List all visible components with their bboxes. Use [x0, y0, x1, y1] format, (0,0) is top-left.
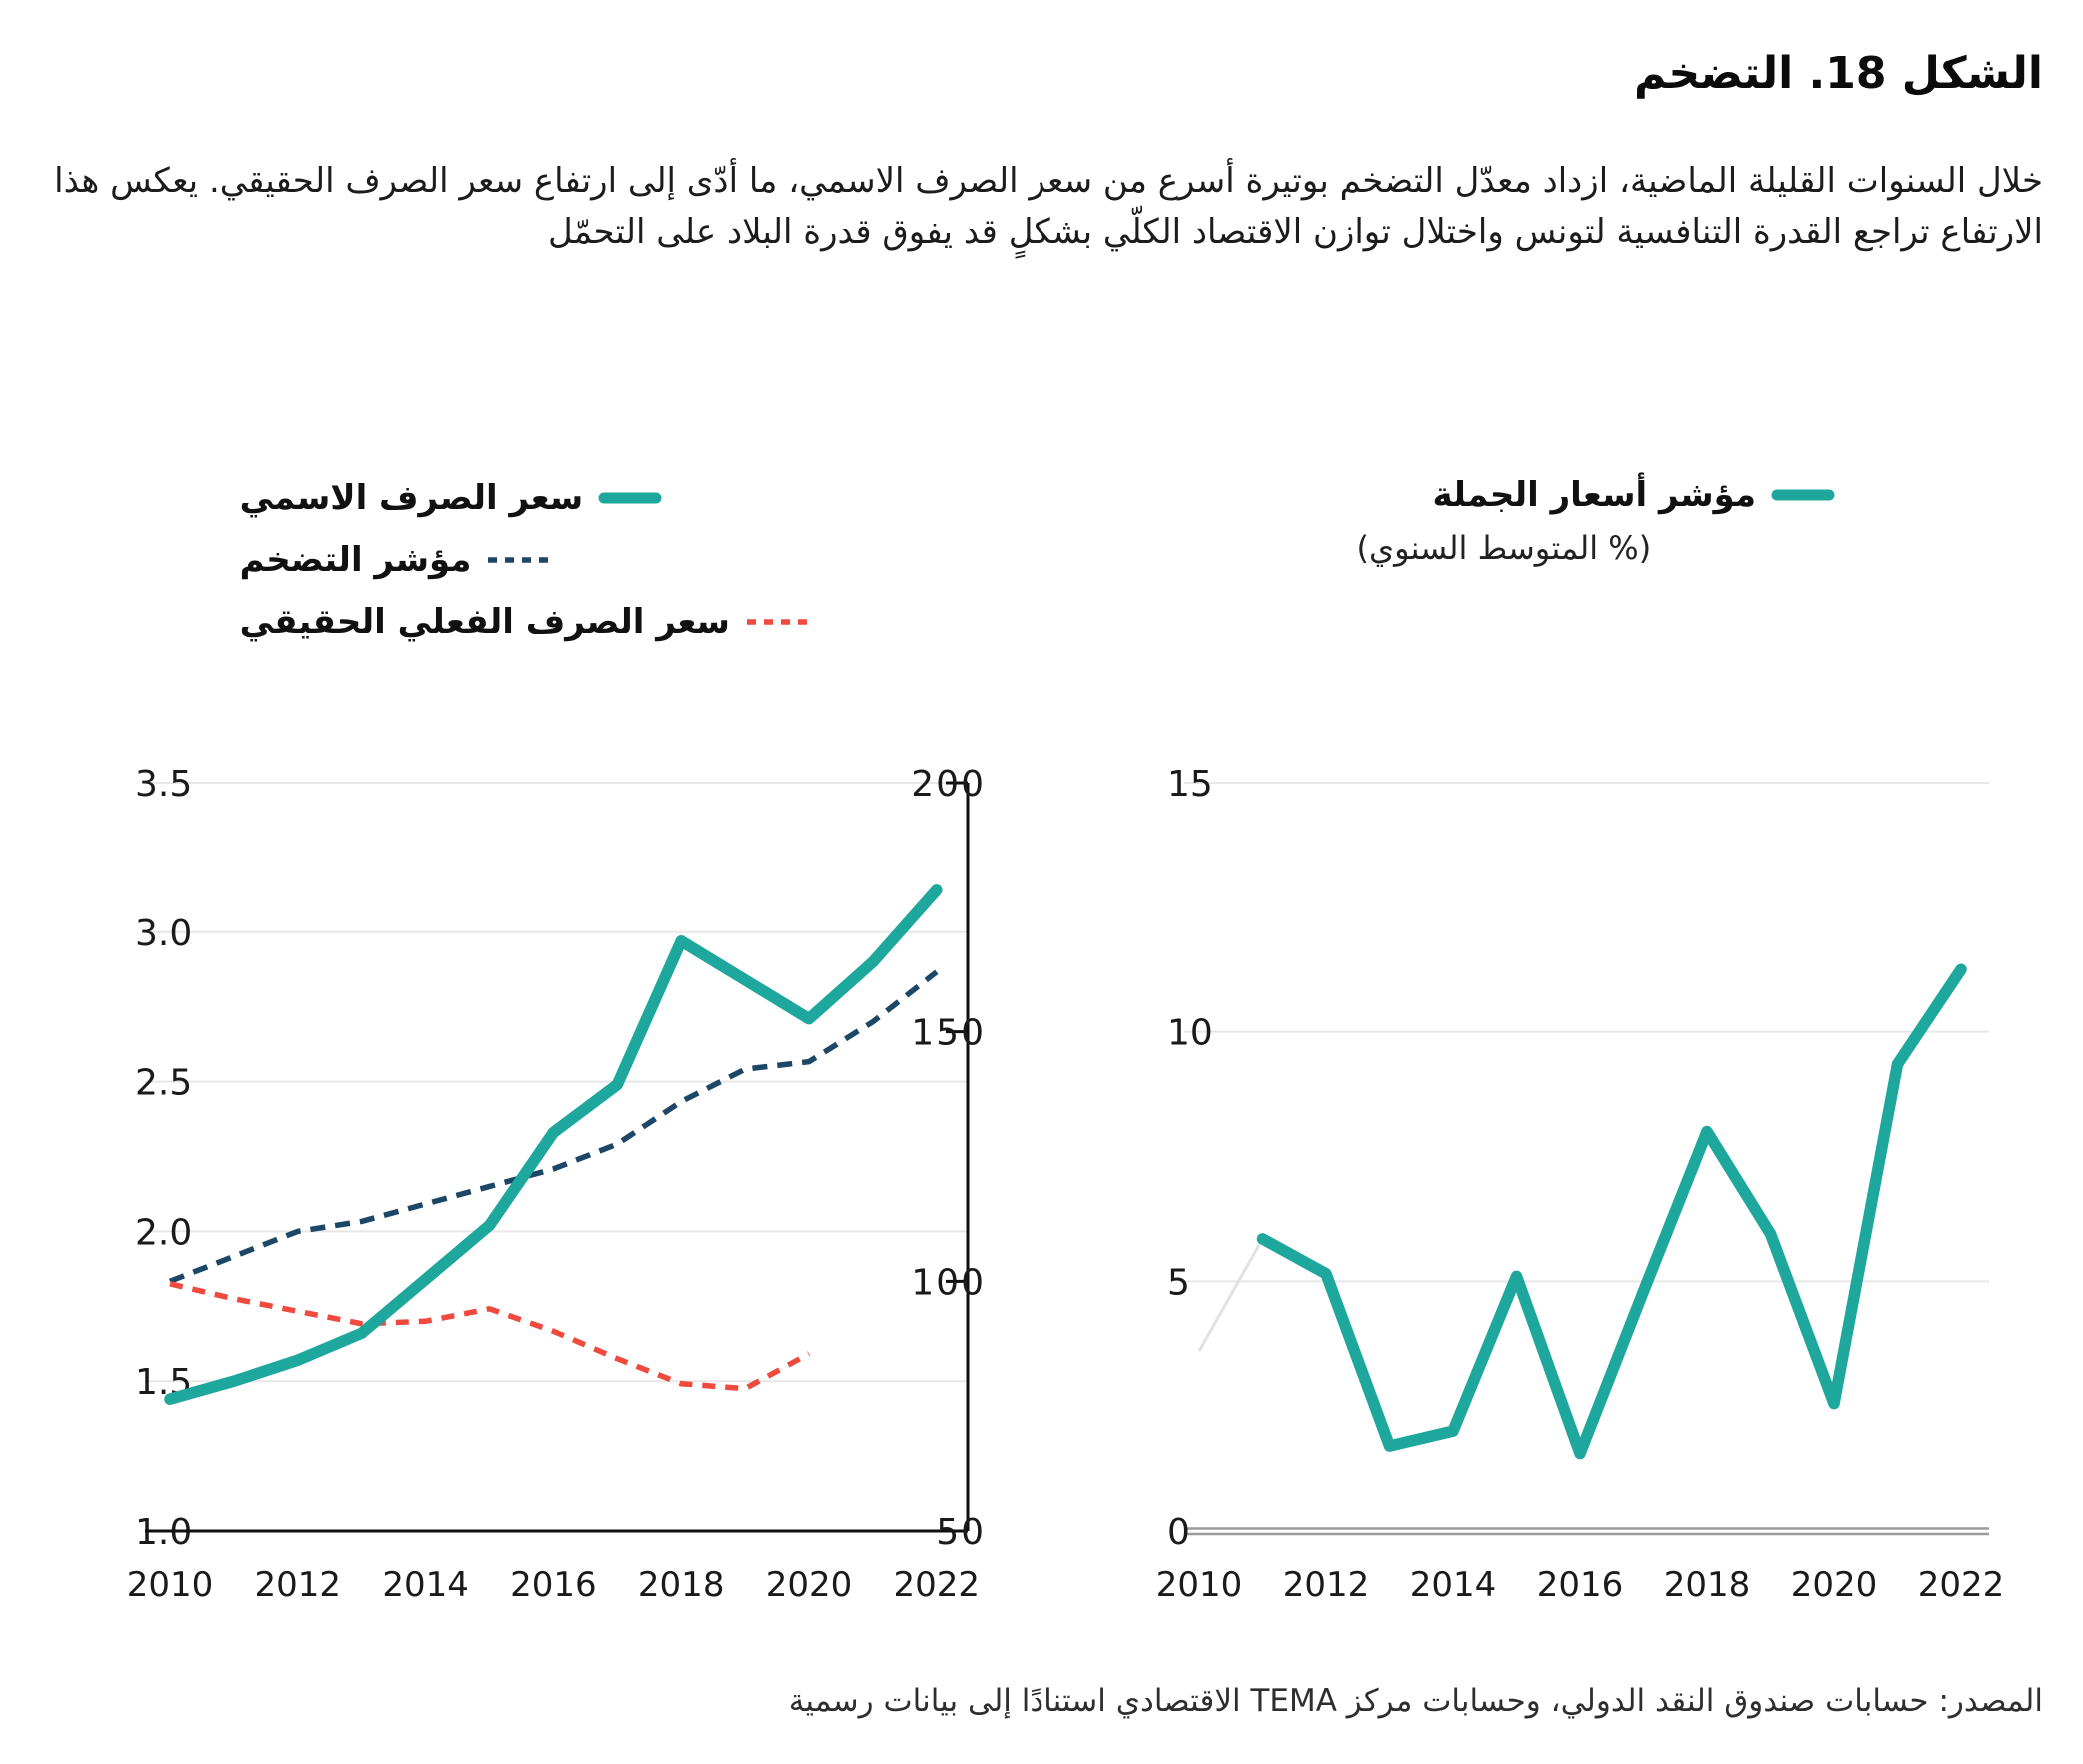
legend-item-nominal-exchange-rate: سعر الصرف الاسمي	[240, 478, 810, 518]
legend-label-inflation-index: مؤشر التضخم	[239, 540, 472, 580]
figure-intro: خلال السنوات القليلة الماضية، ازداد معدّ…	[54, 161, 2043, 252]
legend-swatch-inflation-index-icon	[488, 557, 549, 563]
legend-item-inflation-index: مؤشر التضخم	[240, 540, 810, 580]
inflation-index-line	[168, 969, 939, 1284]
x-axis-tick-label: 2012	[255, 1565, 342, 1605]
x-axis-tick-label: 2012	[1283, 1565, 1370, 1605]
legend-swatch-wholesale-price-index-icon	[1771, 489, 1835, 501]
y-axis-tick-label: 0	[1167, 1512, 1190, 1553]
x-axis-tick-label: 2016	[510, 1565, 597, 1605]
real-effective-exchange-rate-line	[169, 1281, 811, 1392]
x-axis-tick-label: 2018	[1664, 1565, 1751, 1605]
x-axis-tick-label: 2016	[1537, 1565, 1624, 1605]
legend-label-wholesale-price-index: مؤشر أسعار الجملة	[1432, 475, 1756, 515]
x-axis-tick-label: 2020	[1791, 1565, 1878, 1605]
left-axis-tick-label: 2.0	[135, 1212, 192, 1253]
x-axis-tick-label: 2014	[1410, 1565, 1497, 1605]
x-axis-tick-label: 2022	[1918, 1565, 2005, 1605]
left-axis-tick-label: 3.0	[135, 913, 192, 954]
left-axis-tick-label: 2.5	[135, 1063, 192, 1104]
legend-sublabel-wholesale-price-index: (% المتوسط السنوي)	[1356, 529, 1652, 567]
right-axis-tick-label: 150	[911, 1013, 986, 1054]
nominal-exchange-rate-line	[164, 884, 943, 1405]
source-note: المصدر: حسابات صندوق النقد الدولي، وحساب…	[788, 1683, 2043, 1719]
page-title: الشكل 18. التضخم	[1634, 48, 2043, 99]
right-chart-legend: مؤشر أسعار الجملة (% المتوسط السنوي)	[1357, 475, 1836, 567]
left-chart-legend: سعر الصرف الاسمي مؤشر التضخم سعر الصرف الف…	[240, 478, 810, 642]
legend-label-nominal-exchange-rate: سعر الصرف الاسمي	[239, 478, 584, 518]
legend-label-real-effective-exchange-rate: سعر الصرف الفعلي الحقيقي	[239, 602, 730, 642]
legend-swatch-real-effective-exchange-rate-icon	[747, 619, 807, 625]
y-axis-tick-label: 10	[1167, 1013, 1213, 1054]
y-axis-tick-label: 5	[1167, 1262, 1190, 1303]
x-axis-tick-label: 2010	[127, 1565, 214, 1605]
wholesale-price-index-line	[1256, 963, 1967, 1460]
x-axis-tick-label: 2022	[894, 1565, 981, 1605]
legend-item-real-effective-exchange-rate: سعر الصرف الفعلي الحقيقي	[240, 602, 810, 642]
y-axis-tick-label: 15	[1167, 764, 1213, 805]
right-chart: 15 10 5 0 2010 2012 2014 2016 2018 2020 2022	[1156, 764, 2005, 1605]
wholesale-price-index-faint-segment	[1197, 1238, 1264, 1352]
x-axis-tick-label: 2018	[638, 1565, 725, 1605]
left-axis-tick-label: 3.5	[135, 764, 192, 805]
legend-item-wholesale-price-index: مؤشر أسعار الجملة	[1433, 475, 1836, 515]
x-axis-tick-label: 2010	[1156, 1565, 1243, 1605]
right-axis-tick-label: 50	[936, 1512, 986, 1553]
x-axis-tick-label: 2014	[382, 1565, 469, 1605]
x-axis-tick-label: 2020	[766, 1565, 853, 1605]
right-axis-tick-label: 200	[911, 764, 986, 805]
right-axis-tick-label: 100	[911, 1262, 986, 1303]
legend-swatch-nominal-exchange-rate-icon	[598, 492, 662, 504]
